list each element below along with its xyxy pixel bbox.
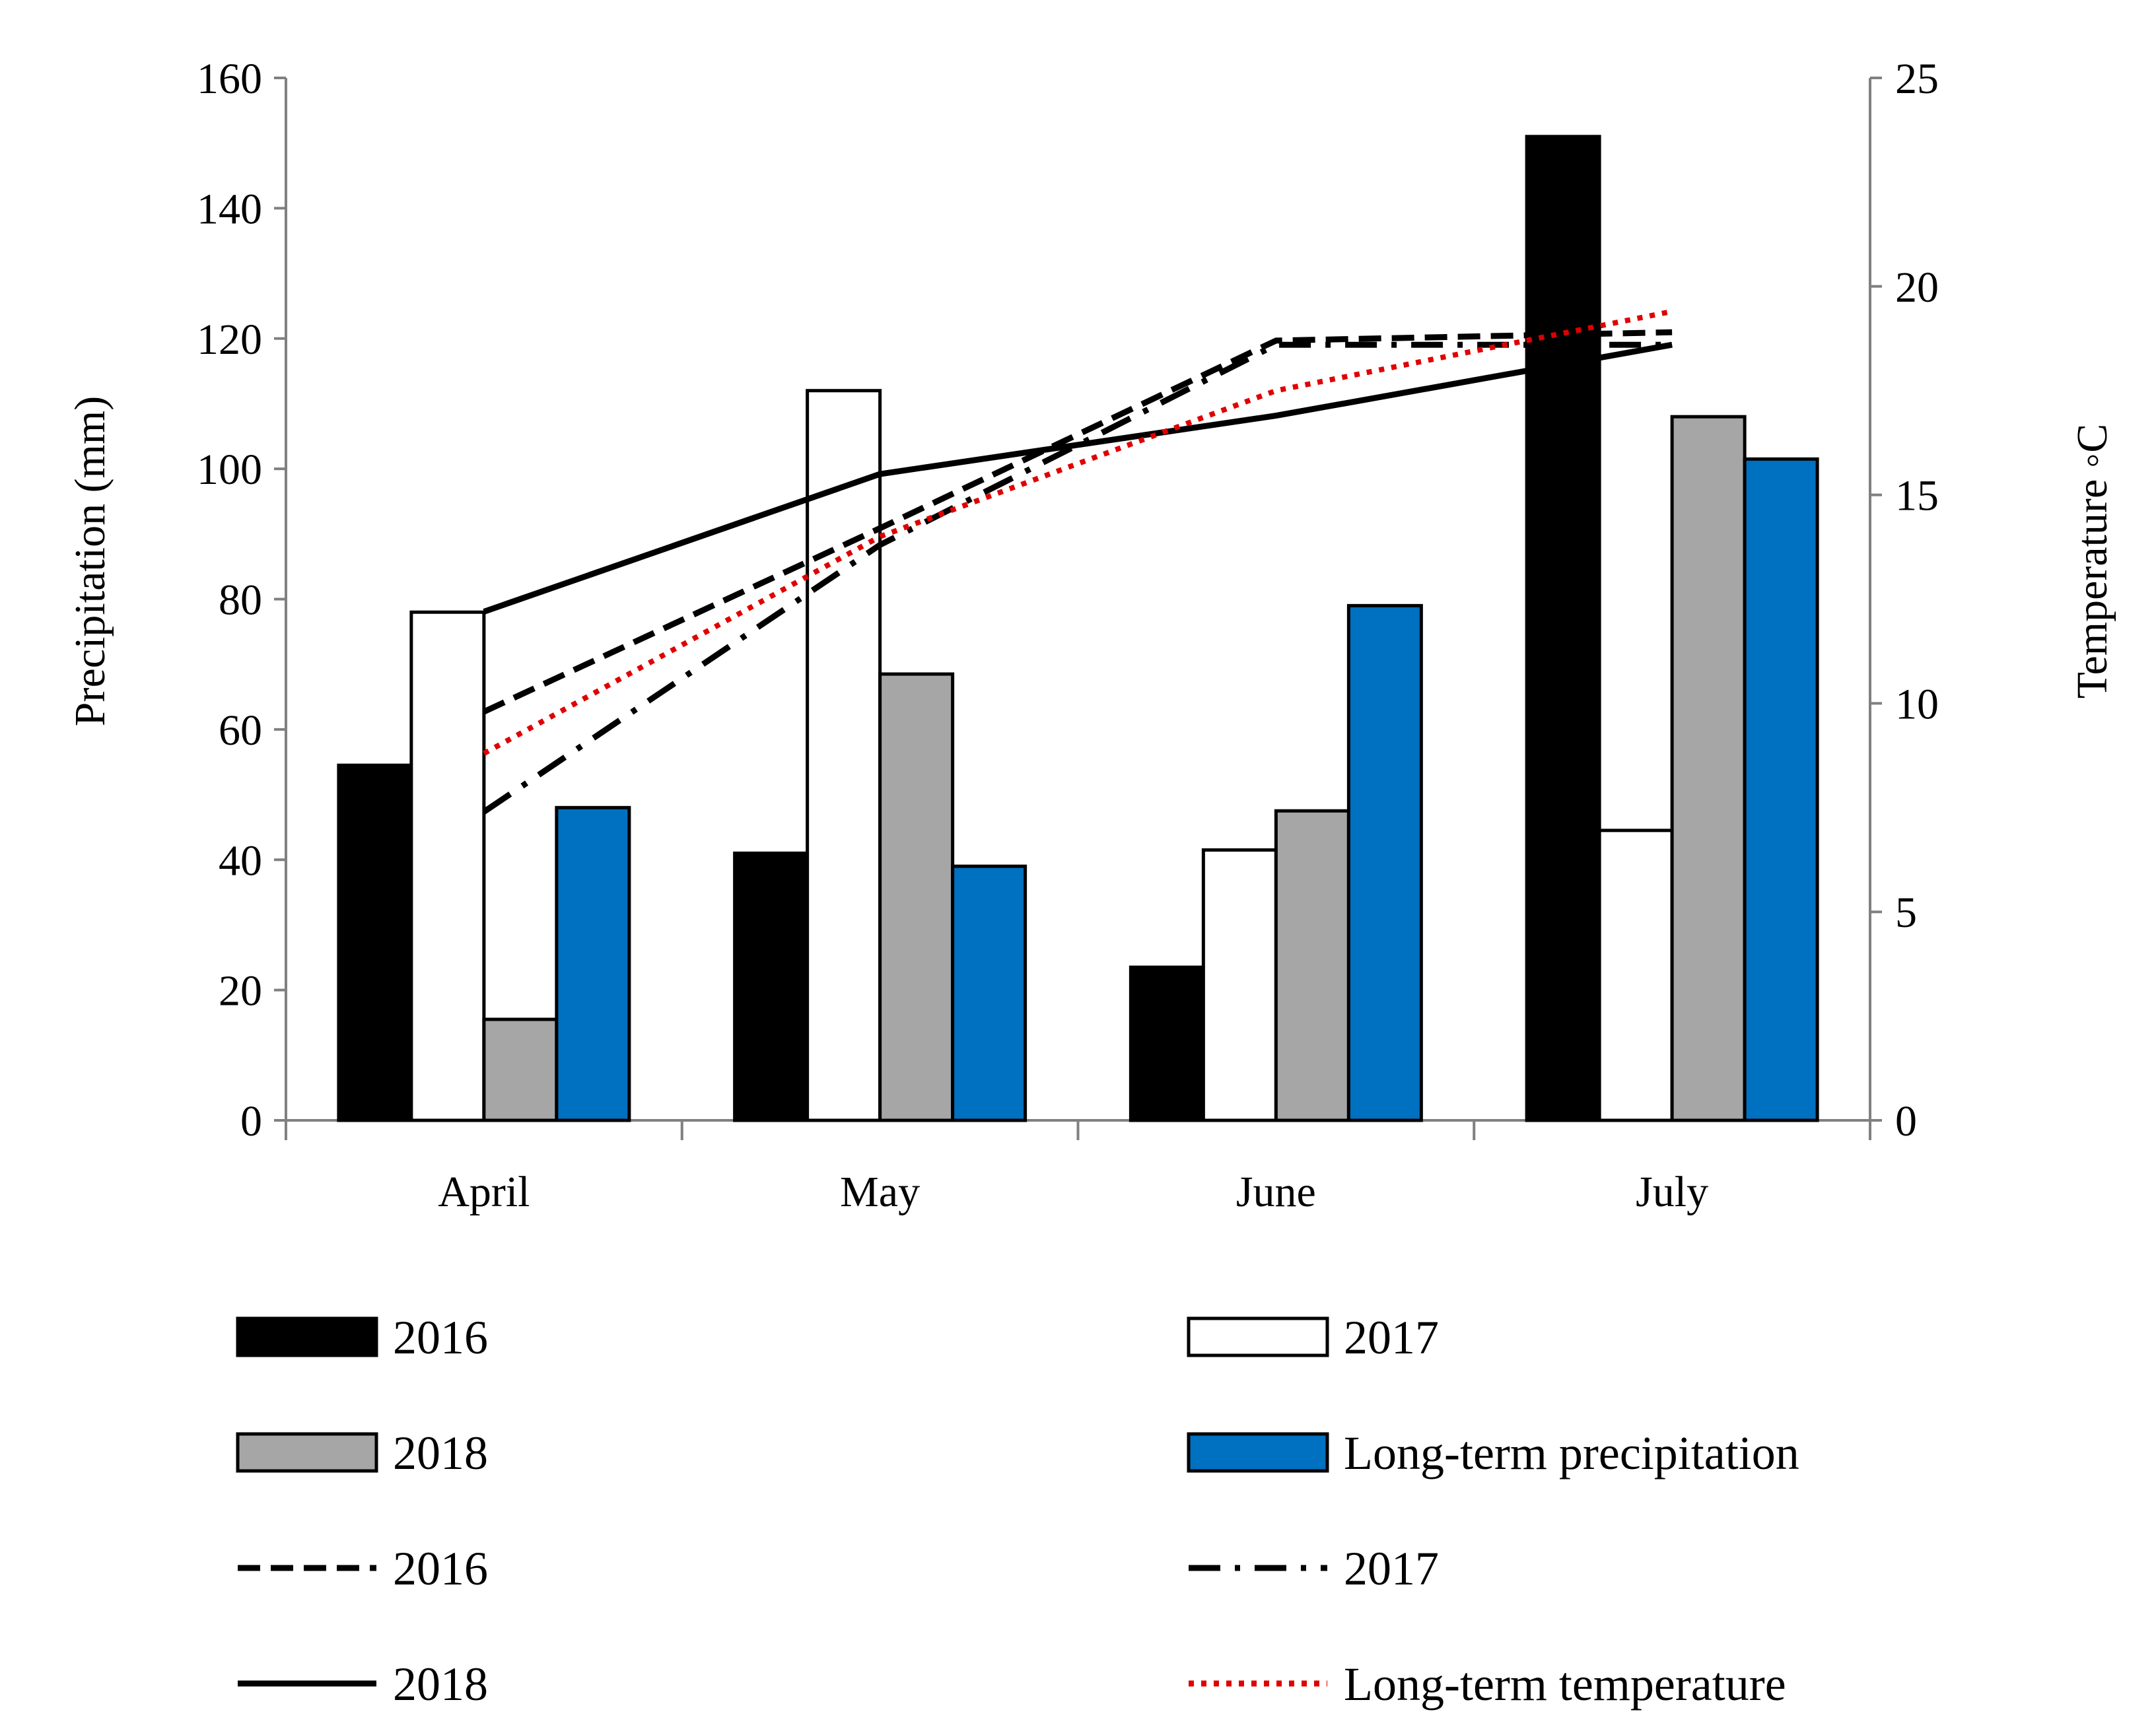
y-right-tick-label: 25 (1895, 55, 1939, 103)
y-left-tick-label: 80 (219, 576, 262, 625)
bar (1201, 848, 1278, 1122)
bar (1525, 135, 1601, 1122)
bar (878, 672, 955, 1122)
tick-labels: 0 20 40 60 80 100 120 140 160 0 5 10 15 20 25 April May J… (197, 55, 1939, 1216)
bar (951, 864, 1027, 1122)
bar (482, 1017, 559, 1122)
x-category-label: June (1236, 1168, 1316, 1216)
y-left-tick-label: 160 (197, 55, 262, 103)
legend-label: 2018 (393, 1658, 488, 1711)
y-right-tick-label: 10 (1895, 680, 1939, 728)
legend-swatch (1187, 1316, 1329, 1357)
temperature-lines (482, 308, 1673, 815)
bar (1670, 415, 1747, 1122)
temperature-line (483, 341, 1673, 615)
y-left-tick-label: 60 (219, 706, 262, 755)
bar (1743, 457, 1819, 1122)
bar (1274, 809, 1350, 1122)
legend-label: Long-term temperature (1344, 1658, 1786, 1711)
y-right-tick-label: 5 (1895, 889, 1917, 937)
y-left-tick-label: 120 (197, 316, 262, 364)
y-axis-right-title: Temperature ◦C (2068, 424, 2116, 698)
bar (1597, 829, 1674, 1122)
x-category-label: July (1636, 1168, 1708, 1216)
x-category-label: April (438, 1168, 530, 1216)
bar (806, 389, 882, 1122)
y-left-tick-label: 20 (219, 967, 262, 1015)
y-right-tick-label: 15 (1895, 472, 1939, 520)
y-right-tick-label: 20 (1895, 263, 1939, 312)
legend-label: 2018 (393, 1427, 488, 1480)
legend-swatch (236, 1316, 378, 1357)
bar (1346, 603, 1423, 1122)
y-left-tick-label: 40 (219, 836, 262, 885)
temperature-line (482, 341, 1673, 815)
legend-label: 2017 (1344, 1542, 1439, 1595)
y-left-tick-label: 140 (197, 185, 262, 233)
bar (409, 610, 486, 1122)
y-right-tick-label: 0 (1895, 1097, 1917, 1145)
bar (733, 851, 810, 1122)
temperature-line (482, 329, 1673, 715)
legend-label: 2016 (393, 1311, 488, 1364)
legend-swatch (1187, 1432, 1329, 1473)
y-left-tick-label: 0 (240, 1097, 262, 1145)
legend-label: Long-term precipitation (1344, 1427, 1799, 1480)
bar (1129, 965, 1205, 1122)
bar (555, 805, 631, 1122)
y-axis-left-title: Precipitation (mm) (66, 396, 114, 726)
legend-label: 2016 (393, 1542, 488, 1595)
y-left-tick-label: 100 (197, 446, 262, 494)
bars (337, 135, 1819, 1122)
x-category-label: May (840, 1168, 920, 1216)
legend-swatch (236, 1432, 378, 1473)
bar (337, 763, 413, 1122)
legend: 2016 2017 2018 Long-term precipitation 2016 2… (236, 1311, 1799, 1711)
legend-label: 2017 (1344, 1311, 1439, 1364)
